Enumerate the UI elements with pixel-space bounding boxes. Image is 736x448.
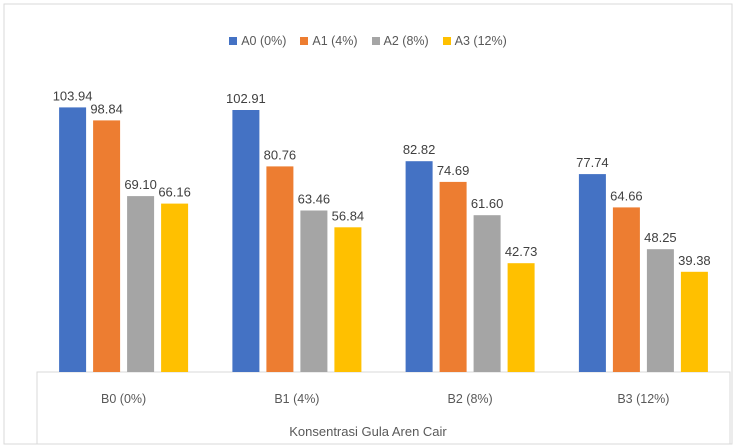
data-label-3-1: 64.66 xyxy=(610,188,643,203)
bar-2-2 xyxy=(473,215,501,372)
bar-3-0 xyxy=(578,174,606,372)
data-label-0-1: 98.84 xyxy=(90,101,123,116)
bar-3-1 xyxy=(612,207,640,372)
bar-0-1 xyxy=(93,120,121,373)
bar-0-0 xyxy=(59,107,87,373)
data-label-1-2: 63.46 xyxy=(298,192,331,207)
data-label-2-3: 42.73 xyxy=(505,244,538,259)
data-label-2-1: 74.69 xyxy=(437,163,470,178)
legend-swatch-2 xyxy=(371,37,380,45)
legend-label-3: A3 (12%) xyxy=(454,34,507,48)
bar-2-1 xyxy=(439,181,467,372)
legend-swatch-3 xyxy=(442,37,451,45)
tick-label-3: B3 (12%) xyxy=(617,392,669,406)
tick-label-2: B2 (8%) xyxy=(448,392,493,406)
bar-2-0 xyxy=(405,161,433,372)
bar-3-3 xyxy=(680,271,708,372)
legend-label-0: A0 (0%) xyxy=(241,34,287,48)
tick-label-0: B0 (0%) xyxy=(101,392,146,406)
data-label-0-3: 66.16 xyxy=(158,185,191,200)
data-label-3-0: 77.74 xyxy=(576,155,609,170)
bar-1-2 xyxy=(300,210,328,372)
legend-item-2: A2 (8%) xyxy=(371,34,429,48)
legend-item-0: A0 (0%) xyxy=(229,34,286,48)
data-label-1-0: 102.91 xyxy=(226,91,266,106)
data-label-2-2: 61.60 xyxy=(471,196,504,211)
data-label-1-1: 80.76 xyxy=(264,147,297,162)
legend-label-2: A2 (8%) xyxy=(383,34,429,48)
bar-0-3 xyxy=(161,203,189,372)
bars xyxy=(59,107,708,373)
category-tick-labels: B0 (0%) B1 (4%) B2 (8%) B3 (12%) xyxy=(101,392,669,406)
legend-label-1: A1 (4%) xyxy=(312,34,358,48)
bar-1-1 xyxy=(266,166,294,372)
bar-3-2 xyxy=(646,249,674,372)
legend-swatch-0 xyxy=(229,37,238,45)
data-label-3-3: 39.38 xyxy=(678,253,711,268)
legend-swatch-1 xyxy=(300,37,309,45)
category-axis-box xyxy=(36,371,731,445)
data-label-2-0: 82.82 xyxy=(403,142,436,157)
data-label-0-0: 103.94 xyxy=(53,88,93,103)
data-label-3-2: 48.25 xyxy=(644,230,677,245)
x-axis-title: Konsentrasi Gula Aren Cair xyxy=(289,424,447,439)
data-label-0-2: 69.10 xyxy=(124,177,157,192)
bar-2-3 xyxy=(507,263,535,372)
legend: A0 (0%) A1 (4%) A2 (8%) A3 (12%) xyxy=(0,34,736,48)
category-axis-frame xyxy=(36,371,731,445)
bar-1-3 xyxy=(334,227,362,372)
tick-label-1: B1 (4%) xyxy=(274,392,319,406)
bar-1-0 xyxy=(232,110,260,372)
legend-item-1: A1 (4%) xyxy=(300,34,358,48)
data-label-1-3: 56.84 xyxy=(332,208,365,223)
legend-item-3: A3 (12%) xyxy=(442,34,507,48)
bar-0-2 xyxy=(127,196,155,372)
